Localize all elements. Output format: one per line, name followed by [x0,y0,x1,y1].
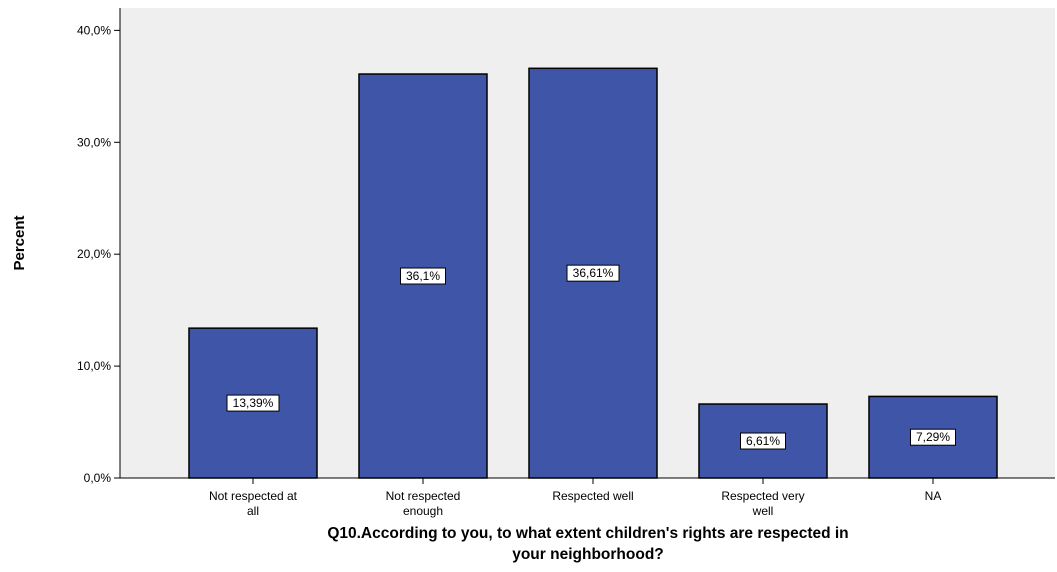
data-label: 6,61% [746,434,780,448]
data-label-box [400,267,446,285]
x-tick-label: all [247,504,259,518]
x-tick-label: NA [925,489,942,503]
data-label: 36,1% [406,269,440,283]
y-tick-label: 20,0% [77,247,111,261]
data-label: 36,61% [573,266,614,280]
x-tick-label: Respected very [721,489,804,503]
data-label-box [566,264,620,282]
bars: 13,39% 36,1% 36,61% 6,61% 7,29% [188,67,998,479]
x-tick-label: Not respected [386,489,461,503]
x-axis-title-line-1: Q10.According to you, to what extent chi… [327,525,848,542]
x-tick-label: enough [403,504,443,518]
x-tick-label: Not respected at [209,489,298,503]
y-tick-label: 30,0% [77,135,111,149]
data-label-box [226,394,280,412]
data-label: 7,29% [916,430,950,444]
x-axis-title-line-2: your neighborhood? [512,546,664,563]
y-axis-title: Percent [11,215,28,270]
y-axis-ticks: 0,0% 10,0% 20,0% 30,0% 40,0% [77,23,120,485]
y-tick-label: 0,0% [84,471,112,485]
y-tick-label: 10,0% [77,359,111,373]
x-tick-label: well [752,504,774,518]
data-label: 13,39% [233,396,274,410]
y-tick-label: 40,0% [77,23,111,37]
data-label-box [740,432,786,450]
x-tick-label: Respected well [552,489,633,503]
data-label-box [910,428,956,446]
